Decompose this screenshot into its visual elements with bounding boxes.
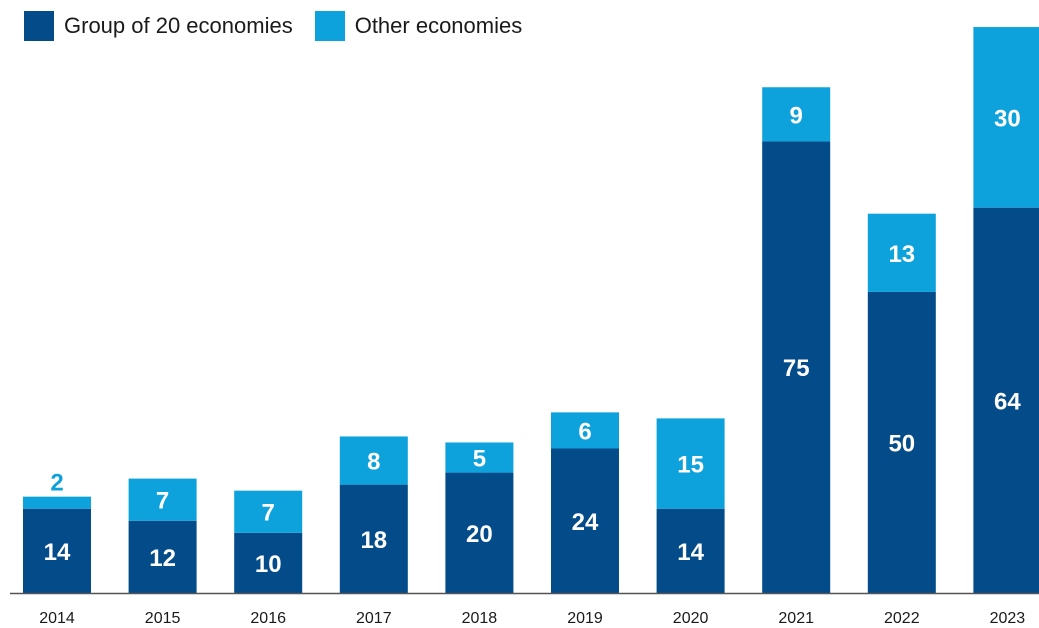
bar-g20-2020 <box>656 508 725 593</box>
data-label-g20-2021: 75 <box>783 355 810 382</box>
bar-g20-2023 <box>973 207 1039 593</box>
bar-g20-2017 <box>339 484 408 593</box>
data-label-g20-2022: 50 <box>888 430 915 457</box>
x-tick-label-2022: 2022 <box>884 610 920 627</box>
bar-other-2015 <box>128 478 197 521</box>
data-label-g20-2019: 24 <box>572 509 599 536</box>
data-label-other-2016: 7 <box>262 500 275 527</box>
bar-g20-2015 <box>128 520 197 593</box>
bar-other-2020 <box>656 418 725 509</box>
bar-other-2022 <box>867 213 936 292</box>
data-label-other-2022: 13 <box>888 241 915 268</box>
x-tick-label-2018: 2018 <box>462 610 498 627</box>
data-label-other-2018: 5 <box>473 446 486 473</box>
legend-label-g20: Group of 20 economies <box>64 13 293 38</box>
bar-other-2019 <box>551 412 619 449</box>
x-tick-label-2017: 2017 <box>356 610 392 627</box>
data-label-other-2019: 6 <box>578 418 591 445</box>
bar-other-2014 <box>23 496 91 509</box>
data-label-g20-2016: 10 <box>255 551 282 578</box>
x-tick-label-2021: 2021 <box>778 610 814 627</box>
x-tick-label-2015: 2015 <box>145 610 181 627</box>
data-label-g20-2020: 14 <box>677 539 704 566</box>
bar-other-2023 <box>973 27 1039 208</box>
legend-swatch-other <box>314 11 345 41</box>
x-tick-label-2020: 2020 <box>673 610 709 627</box>
bar-other-2017 <box>339 436 408 485</box>
data-label-other-2023: 30 <box>994 105 1021 132</box>
bar-g20-2019 <box>551 448 619 593</box>
bar-other-2018 <box>445 442 514 473</box>
bar-g20-2022 <box>867 291 936 593</box>
x-tick-label-2019: 2019 <box>567 610 603 627</box>
data-label-other-2015: 7 <box>156 488 169 515</box>
data-label-g20-2023: 64 <box>994 388 1021 415</box>
data-label-other-2014: 2 <box>50 470 63 497</box>
bar-other-2021 <box>762 87 831 142</box>
legend-item-g20: Group of 20 economies <box>24 11 293 41</box>
legend-label-other: Other economies <box>354 13 523 38</box>
bar-g20-2021 <box>762 141 831 593</box>
bar-other-2016 <box>234 490 303 533</box>
x-tick-label-2014: 2014 <box>39 610 75 627</box>
data-label-g20-2015: 12 <box>149 545 176 572</box>
legend-swatch-g20 <box>24 11 54 41</box>
data-label-g20-2014: 14 <box>44 539 71 566</box>
data-label-other-2017: 8 <box>367 449 380 476</box>
x-tick-label-2023: 2023 <box>990 610 1026 627</box>
data-label-other-2021: 9 <box>790 102 803 129</box>
legend: Group of 20 economies Other economies <box>24 10 544 42</box>
data-label-other-2020: 15 <box>677 452 704 479</box>
legend-item-other: Other economies <box>314 11 523 41</box>
bar-g20-2018 <box>445 472 514 593</box>
data-label-g20-2018: 20 <box>466 521 493 548</box>
bar-g20-2014 <box>23 508 91 593</box>
x-tick-label-2016: 2016 <box>250 610 286 627</box>
bar-g20-2016 <box>234 532 303 593</box>
data-label-g20-2017: 18 <box>360 527 387 554</box>
